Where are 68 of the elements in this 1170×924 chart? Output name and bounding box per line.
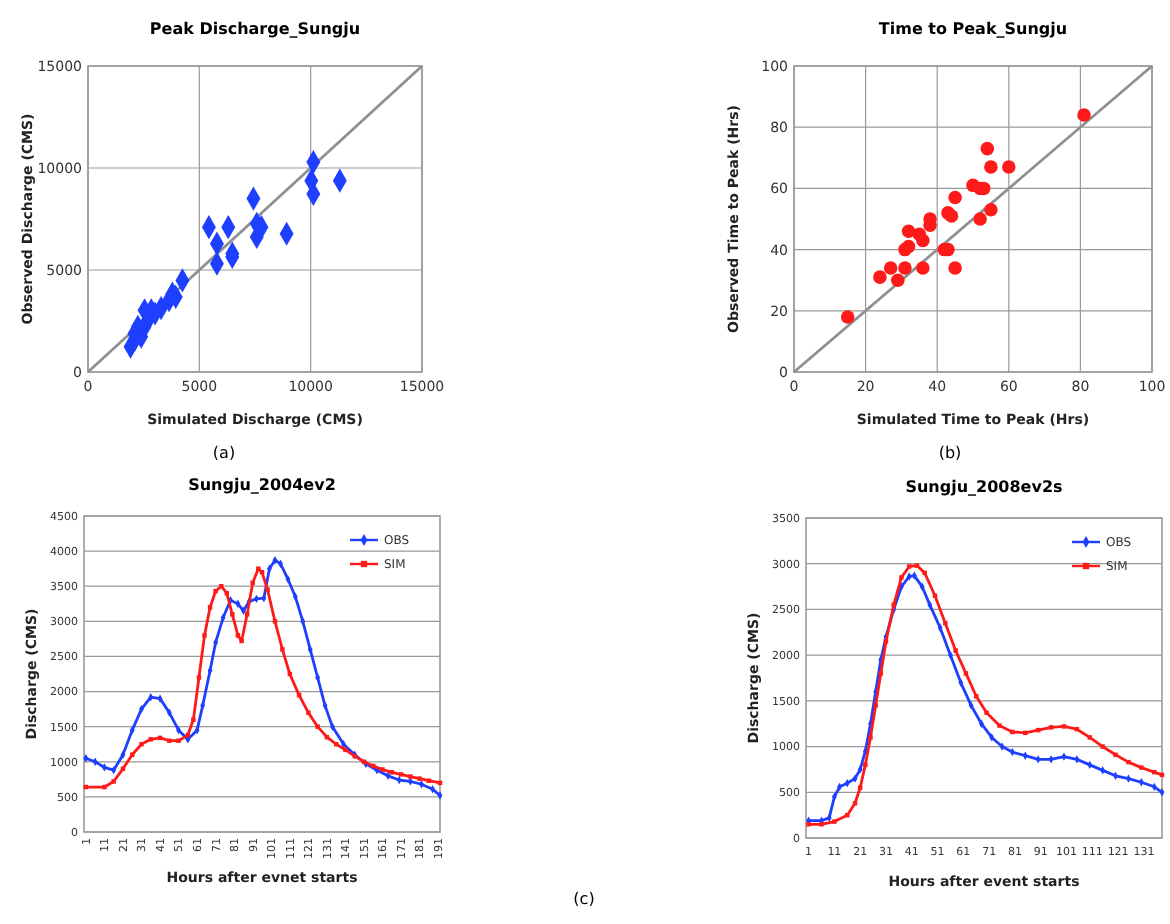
chart-title: Sungju_2004ev2 (188, 476, 336, 494)
point (958, 678, 964, 687)
point (901, 224, 916, 238)
text: (a) (212, 444, 236, 462)
point (883, 261, 898, 275)
point (407, 777, 413, 786)
point (120, 750, 126, 759)
point (157, 694, 163, 703)
point (1100, 766, 1106, 775)
point (1159, 788, 1165, 797)
point (911, 571, 917, 580)
point (948, 261, 962, 275)
point (1002, 160, 1016, 174)
point (980, 141, 995, 156)
point (292, 592, 298, 601)
point (101, 763, 107, 772)
point (1151, 782, 1157, 791)
point (989, 733, 995, 742)
point (873, 270, 887, 284)
point (891, 273, 905, 287)
point (973, 212, 987, 226)
point (937, 623, 943, 632)
point (1138, 778, 1144, 787)
point (916, 261, 930, 275)
point (916, 233, 930, 248)
point (840, 310, 855, 324)
point (1048, 755, 1054, 764)
point (200, 701, 206, 710)
point (166, 708, 172, 717)
point (1035, 755, 1041, 764)
point (285, 575, 291, 584)
point (92, 757, 98, 766)
point (437, 791, 443, 800)
point (213, 638, 219, 647)
text: (b) (938, 444, 962, 462)
point (261, 594, 267, 603)
point (220, 613, 226, 622)
point (898, 261, 912, 275)
chart-title: Time to Peak_Sungju (878, 20, 1068, 38)
point (1077, 108, 1091, 122)
point (83, 754, 89, 763)
point (999, 742, 1005, 751)
point (272, 556, 278, 565)
point (207, 666, 213, 675)
point (315, 673, 321, 682)
point (322, 701, 328, 710)
chart-title: Sungju_2008ev2s (905, 478, 1064, 496)
point (300, 617, 306, 626)
point (968, 701, 974, 710)
point (852, 774, 858, 783)
chart-title: Peak Discharge_Sungju (149, 20, 361, 38)
point (129, 726, 135, 735)
point (1022, 751, 1028, 760)
point (948, 190, 962, 205)
point (857, 765, 863, 774)
point (906, 572, 912, 581)
point (235, 599, 241, 608)
point (919, 582, 925, 591)
point (307, 645, 313, 654)
point (385, 771, 391, 780)
point (148, 693, 154, 702)
text: (c) (573, 890, 595, 908)
point (984, 160, 998, 174)
point (1061, 752, 1067, 761)
point (194, 726, 200, 735)
point (111, 766, 117, 775)
point (984, 203, 998, 217)
point (1074, 755, 1080, 764)
